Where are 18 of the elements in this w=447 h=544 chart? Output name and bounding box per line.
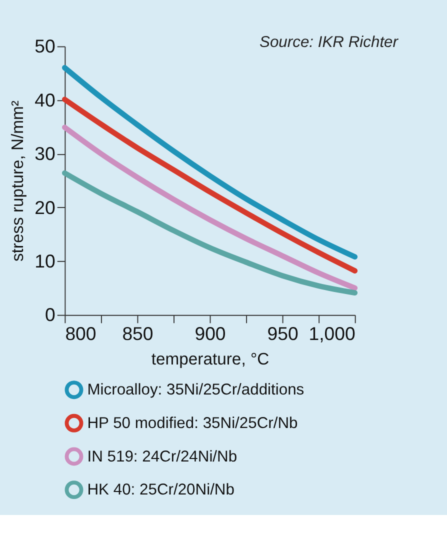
legend-label: HK 40: 25Cr/20Ni/Nb <box>87 482 235 499</box>
x-axis-title: temperature, °C <box>151 349 270 368</box>
y-tick-label: 0 <box>45 304 56 326</box>
y-tick-label: 10 <box>34 250 56 272</box>
legend-label: HP 50 modified: 35Ni/25Cr/Nb <box>87 415 298 432</box>
x-tick-label: 1,000 <box>308 322 356 344</box>
y-axis-title: stress rupture, N/mm² <box>8 100 27 262</box>
legend-label: IN 519: 24Cr/24Ni/Nb <box>87 448 238 466</box>
y-tick-label: 20 <box>34 196 56 218</box>
y-tick-label: 50 <box>34 36 56 57</box>
y-tick-label: 30 <box>34 143 56 164</box>
x-tick-label: 800 <box>65 322 96 344</box>
x-tick-label: 900 <box>194 322 226 344</box>
y-tick-label: 40 <box>34 89 56 110</box>
annotation: Source: IKR Richter <box>260 34 399 52</box>
x-tick-label: 950 <box>267 322 298 344</box>
legend-label: Microalloy: 35Ni/25Cr/additions <box>87 382 304 399</box>
x-tick-label: 850 <box>122 322 154 344</box>
